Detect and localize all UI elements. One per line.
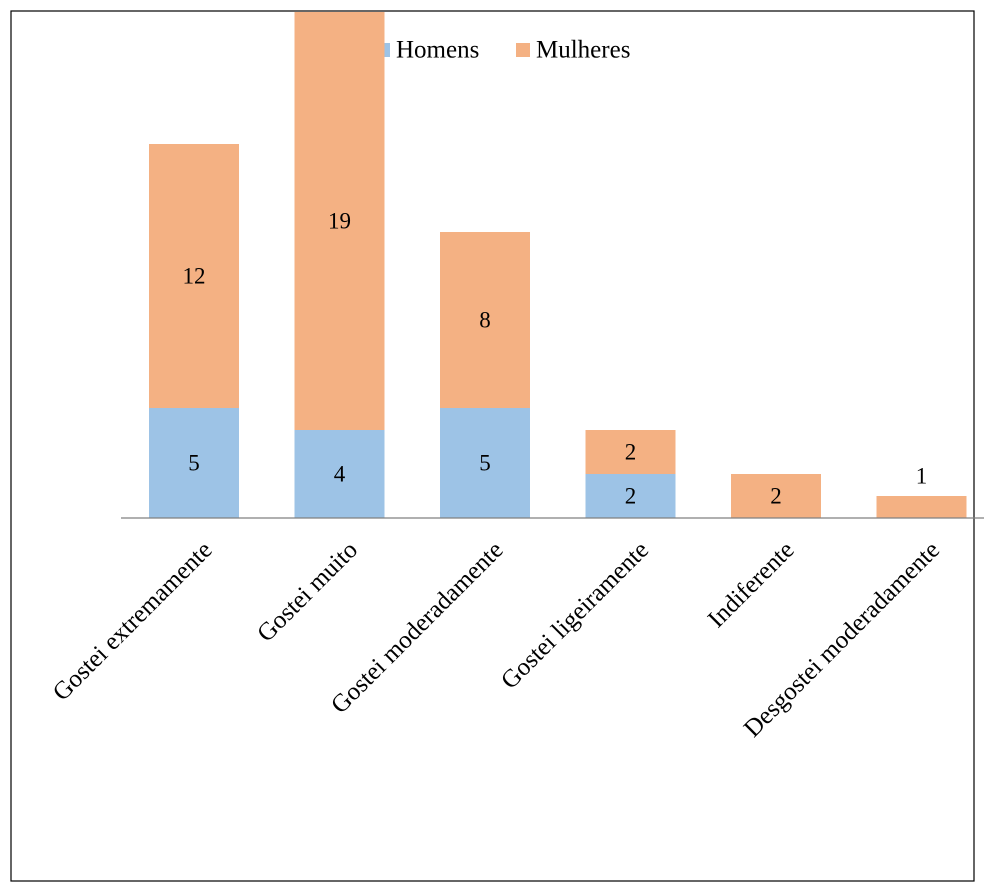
bars-group <box>149 12 967 518</box>
data-labels-group: 5 12 4 19 5 8 2 2 2 1 <box>183 209 928 509</box>
data-label-mulheres-3: 2 <box>625 440 637 465</box>
legend-swatch-mulheres <box>516 43 530 57</box>
bar-homens-2 <box>440 408 530 518</box>
data-label-homens-0: 5 <box>188 451 200 476</box>
data-label-homens-3: 2 <box>625 484 637 509</box>
bar-mulheres-3 <box>585 430 676 474</box>
data-label-homens-2: 5 <box>479 451 491 476</box>
data-label-mulheres-0: 12 <box>183 264 206 289</box>
data-label-mulheres-5: 1 <box>916 464 928 489</box>
data-label-mulheres-2: 8 <box>479 308 491 333</box>
legend: Homens Mulheres <box>376 37 630 64</box>
bar-homens-1 <box>294 430 385 518</box>
bar-homens-3 <box>585 474 676 518</box>
bar-homens-0 <box>149 408 239 518</box>
bar-mulheres-1 <box>294 12 385 430</box>
data-label-homens-1: 4 <box>334 462 346 487</box>
bar-mulheres-0 <box>149 144 239 408</box>
data-label-mulheres-4: 2 <box>770 484 782 509</box>
bar-mulheres-5 <box>876 496 967 518</box>
data-label-mulheres-1: 19 <box>328 209 351 234</box>
legend-label-homens: Homens <box>396 37 479 64</box>
bar-mulheres-2 <box>440 232 530 408</box>
legend-label-mulheres: Mulheres <box>536 37 630 64</box>
bar-mulheres-4 <box>731 474 821 518</box>
